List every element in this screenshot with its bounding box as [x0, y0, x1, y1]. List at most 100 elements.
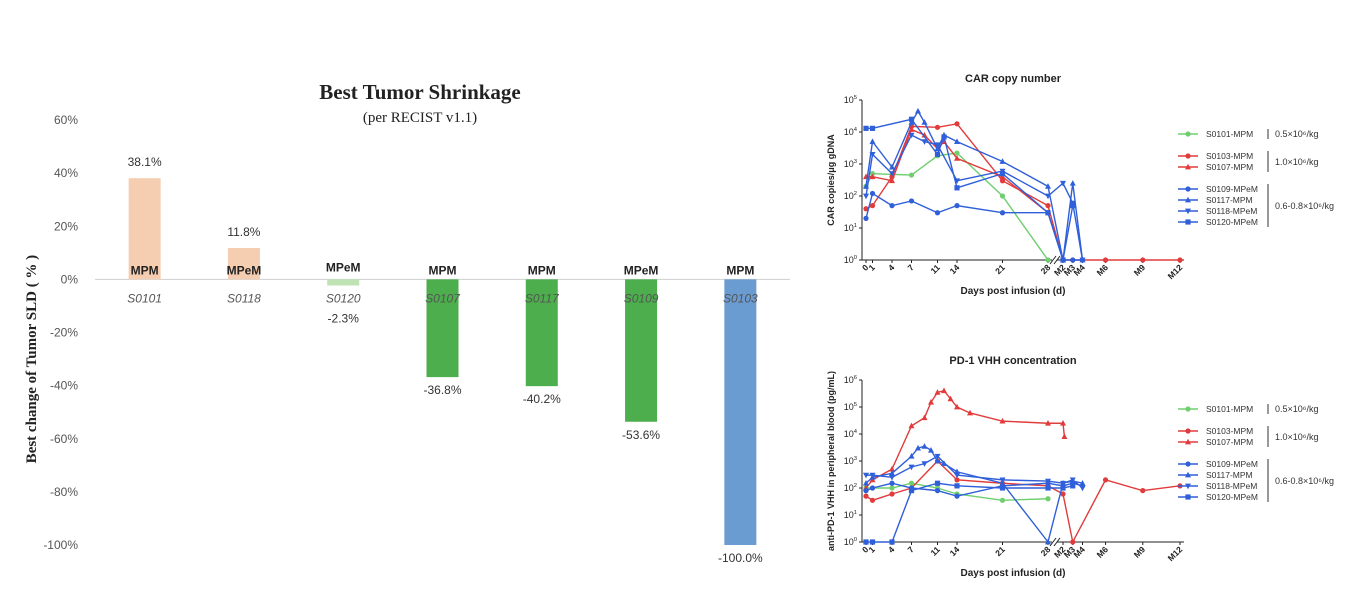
series-point — [999, 171, 1006, 177]
series-point — [934, 210, 941, 216]
series-point — [934, 151, 941, 157]
legend-marker — [1185, 471, 1191, 478]
bar-y-tick-label: 20% — [54, 219, 78, 233]
series-line — [866, 118, 1074, 261]
series-point — [863, 472, 869, 479]
series-point — [954, 472, 960, 479]
series-point — [921, 131, 928, 138]
series-point — [908, 453, 915, 459]
series-line — [865, 192, 1083, 261]
series-point — [889, 203, 895, 209]
series-line — [865, 109, 1084, 261]
series-point — [941, 387, 947, 394]
series-point — [934, 142, 941, 148]
bar-y-tick-label: -60% — [50, 432, 78, 446]
bar-y-tick-label: -100% — [43, 538, 78, 552]
series-point — [1045, 478, 1051, 485]
series-point — [863, 488, 869, 494]
series-line — [865, 445, 1083, 544]
legend-label: S0118-MPeM — [1206, 206, 1257, 216]
series-point — [1045, 538, 1051, 545]
bar-y-tick-label: 0% — [61, 272, 79, 286]
series-point — [1060, 420, 1066, 426]
line-y-tick-label: 106 — [844, 375, 857, 385]
series-point — [889, 465, 895, 472]
line-x-tick-label: M12 — [1166, 544, 1185, 563]
bar-histology-label: MPeM — [624, 263, 659, 277]
legend-marker — [1185, 196, 1191, 203]
series-point — [954, 203, 960, 209]
line-x-tick-label: 0 — [860, 544, 871, 555]
legend-label: S0120-MPeM — [1206, 492, 1258, 502]
bar-chart-title: Best Tumor Shrinkage — [319, 80, 521, 104]
series-point — [921, 443, 928, 449]
series-point — [889, 474, 895, 481]
legend-group-label: 1.0×10⁶/kg — [1275, 157, 1319, 167]
series-point — [869, 539, 876, 545]
bar-category-label: S0120 — [326, 291, 361, 305]
bar-chart-subtitle: (per RECIST v1.1) — [363, 110, 477, 126]
bar-histology-label: MPeM — [326, 260, 361, 274]
bar-y-tick-label: 60% — [54, 113, 78, 127]
series-point — [1177, 257, 1183, 263]
series-point — [889, 539, 895, 545]
series-point — [869, 203, 876, 209]
bar-category-label: S0101 — [127, 291, 162, 305]
series-point — [1140, 257, 1146, 263]
line-y-tick-label: 101 — [844, 510, 857, 520]
bar-category-label: S0107 — [425, 291, 461, 305]
series-line — [865, 134, 1084, 261]
line-x-tick-label: M9 — [1132, 544, 1148, 560]
legend-marker — [1185, 494, 1191, 500]
series-point — [1070, 483, 1076, 489]
series-point — [1045, 183, 1051, 189]
bar-y-tick-label: -80% — [50, 485, 78, 499]
series-point — [947, 395, 954, 402]
line-x-tick-label: M6 — [1095, 262, 1111, 278]
bar-value-label: -53.6% — [622, 428, 660, 442]
axis-break-mark — [1053, 255, 1061, 265]
series-point — [999, 417, 1006, 424]
line-chart-title: PD-1 VHH concentration — [949, 355, 1076, 367]
series-point — [921, 414, 928, 421]
series-point — [934, 480, 941, 486]
line-y-tick-label: 105 — [844, 95, 857, 105]
series-point — [889, 171, 895, 177]
line-x-tick-label: M12 — [1166, 262, 1185, 281]
legend-label: S0109-MPeM — [1206, 184, 1258, 194]
bar-value-label: -36.8% — [423, 383, 461, 397]
bar-histology-label: MPM — [528, 263, 556, 277]
legend-marker — [1185, 483, 1191, 490]
series-point — [908, 488, 915, 494]
series-point — [999, 173, 1006, 180]
bar-value-label: -100.0% — [718, 551, 763, 565]
legend-marker — [1185, 219, 1191, 225]
line-chart-title: CAR copy number — [965, 73, 1062, 85]
bar-y-tick-label: -40% — [50, 379, 78, 393]
series-point — [889, 177, 895, 184]
series-line — [866, 482, 1049, 502]
series-point — [889, 485, 895, 491]
line-x-tick-label: 21 — [993, 544, 1007, 558]
series-point — [934, 389, 941, 395]
series-point — [954, 493, 960, 499]
series-point — [934, 453, 941, 460]
legend-marker — [1185, 186, 1191, 192]
series-point — [869, 472, 876, 479]
line-x-tick-label: 1 — [866, 262, 877, 273]
series-point — [908, 119, 915, 125]
legend-marker — [1185, 153, 1191, 159]
series-point — [928, 399, 934, 405]
line-y-tick-label: 101 — [844, 223, 857, 233]
series-point — [863, 193, 869, 200]
series-point — [1070, 539, 1076, 545]
legend-label: S0103-MPM — [1206, 426, 1253, 436]
series-point — [908, 116, 915, 122]
series-point — [915, 107, 921, 114]
legend-marker — [1185, 461, 1191, 467]
series-point — [941, 134, 947, 140]
series-point — [908, 132, 915, 139]
series-line — [866, 482, 1073, 543]
series-point — [1060, 257, 1066, 263]
